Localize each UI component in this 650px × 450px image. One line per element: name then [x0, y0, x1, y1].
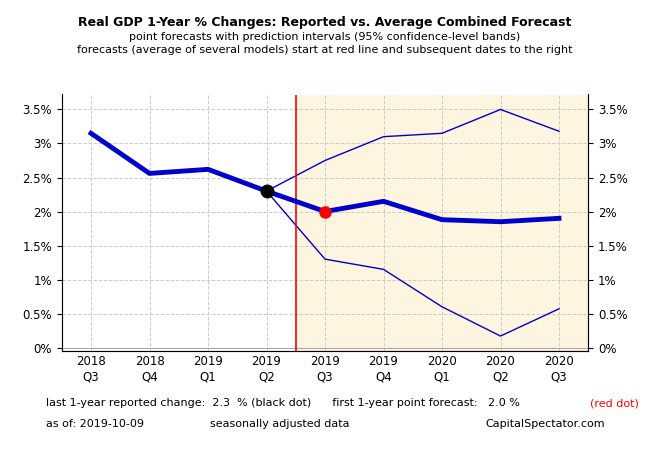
Text: as of: 2019-10-09: as of: 2019-10-09	[46, 419, 144, 429]
Text: (red dot): (red dot)	[590, 398, 639, 408]
Text: forecasts (average of several models) start at red line and subsequent dates to : forecasts (average of several models) st…	[77, 45, 573, 55]
Text: seasonally adjusted data: seasonally adjusted data	[210, 419, 349, 429]
Text: Real GDP 1-Year % Changes: Reported vs. Average Combined Forecast: Real GDP 1-Year % Changes: Reported vs. …	[78, 16, 572, 29]
Text: CapitalSpectator.com: CapitalSpectator.com	[485, 419, 604, 429]
Text: point forecasts with prediction intervals (95% confidence-level bands): point forecasts with prediction interval…	[129, 32, 521, 41]
Bar	[296, 94, 588, 351]
Text: last 1-year reported change:  2.3  % (black dot)      first 1-year point forecas: last 1-year reported change: 2.3 % (blac…	[46, 398, 523, 408]
